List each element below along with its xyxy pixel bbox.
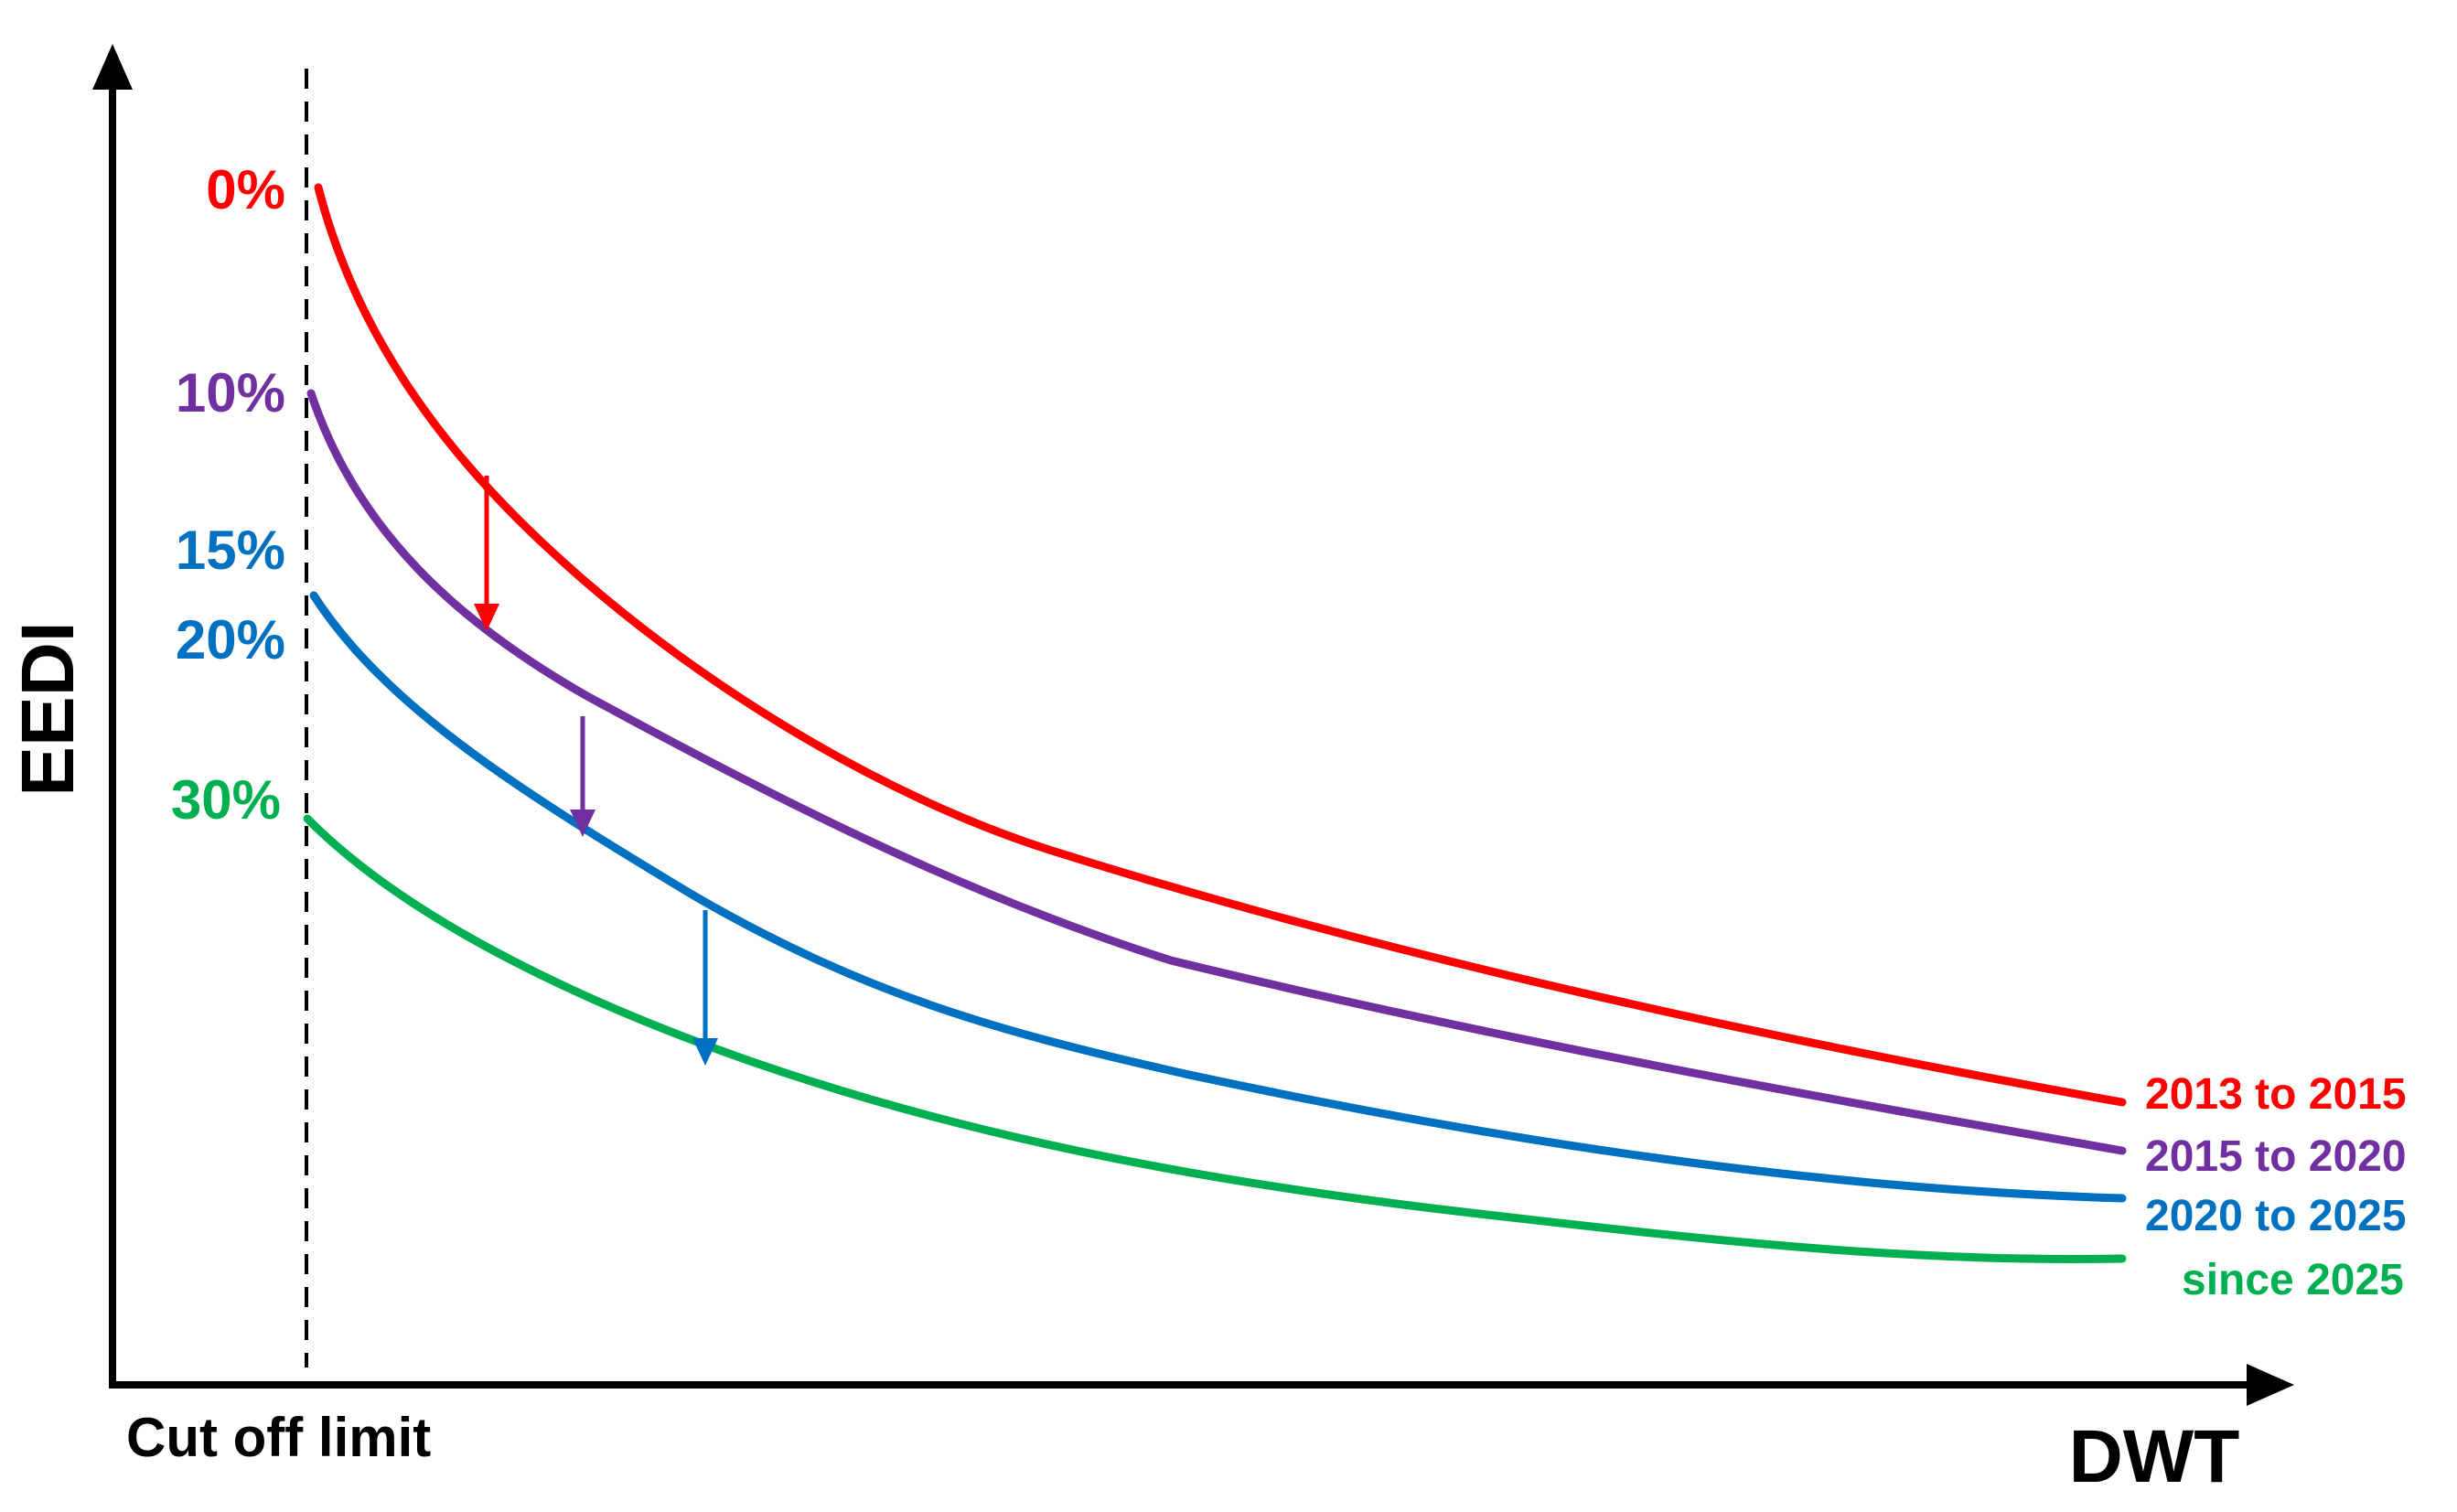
x-axis-arrowhead	[2247, 1364, 2294, 1406]
series-label-since-2025: since 2025	[2182, 1256, 2404, 1304]
cutoff-label: Cut off limit	[126, 1407, 431, 1468]
curve-2020-2025	[309, 591, 2127, 1203]
pct-label-30: 30%	[171, 769, 281, 831]
curve-2015-2020	[306, 389, 2127, 1155]
arrow-blue	[692, 910, 718, 1066]
series-label-2020-2025: 2020 to 2025	[2145, 1192, 2407, 1240]
arrow-red	[474, 476, 499, 631]
y-axis-title: EEDI	[6, 621, 90, 796]
series-label-2015-2020: 2015 to 2020	[2145, 1132, 2407, 1181]
pct-label-0: 0%	[206, 159, 285, 220]
arrow-purple	[570, 716, 595, 837]
series-label-2013-2015: 2013 to 2015	[2145, 1070, 2407, 1119]
y-axis-arrowhead	[92, 44, 133, 90]
curve-2013-2015	[314, 183, 2127, 1107]
pct-label-10: 10%	[176, 362, 285, 424]
pct-label-20: 20%	[176, 609, 285, 670]
pct-label-15: 15%	[176, 520, 285, 581]
curve-since-2025	[303, 814, 2127, 1263]
x-axis-title: DWT	[2069, 1415, 2240, 1498]
